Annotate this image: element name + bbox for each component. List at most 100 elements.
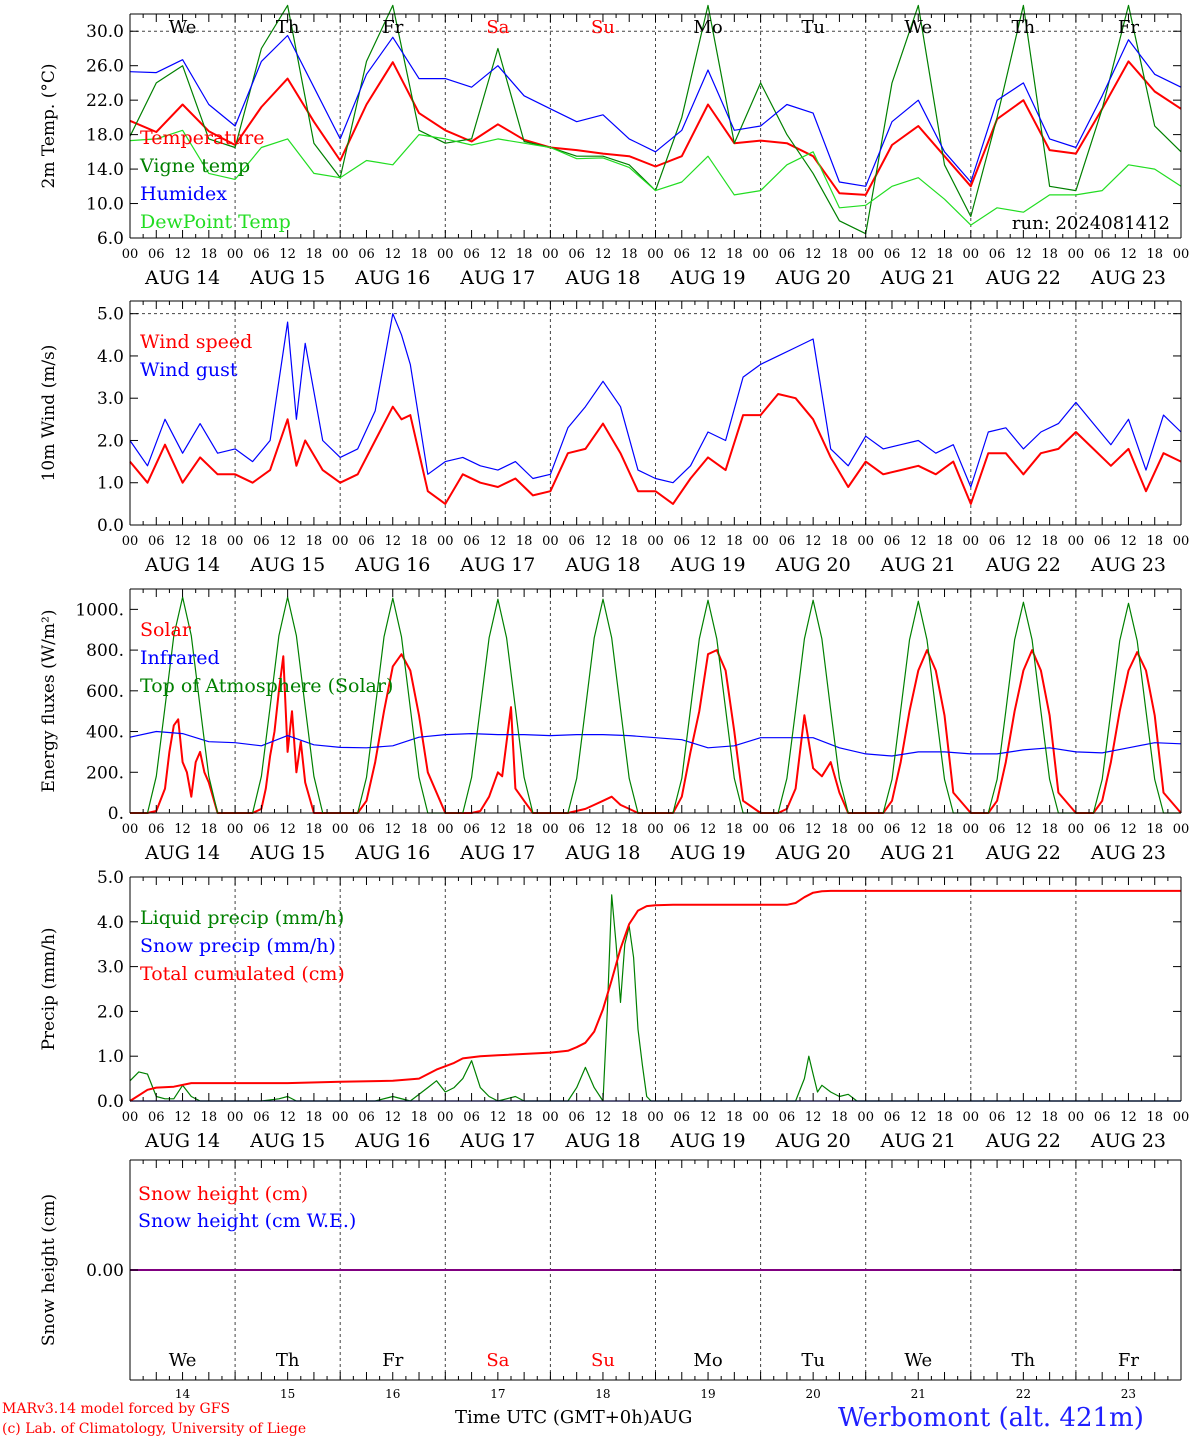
legend-entry: Wind speed: [140, 331, 252, 353]
weekday-label: Sa: [486, 17, 509, 38]
legend-entry: Snow height (cm): [138, 1183, 308, 1205]
hour-tick-label: 18: [516, 247, 533, 262]
panel-5: 0.00 Snow height (cm) Snow height (cm) Snow…: [39, 1159, 1182, 1401]
hour-tick-label: 06: [779, 534, 796, 549]
hour-tick-label: 00: [227, 1110, 244, 1125]
hour-tick-label: 06: [674, 1110, 691, 1125]
hour-tick-label: 12: [279, 247, 296, 262]
hour-tick-label: 18: [201, 822, 218, 837]
hour-tick-label: 00: [122, 1110, 139, 1125]
hour-tick-label: 06: [568, 247, 585, 262]
series-line: [129, 129, 1182, 226]
hour-tick-label: 12: [595, 822, 612, 837]
day-number-label: 16: [385, 1387, 400, 1401]
hour-tick-label: 00: [963, 534, 980, 549]
hour-tick-label: 12: [1015, 247, 1032, 262]
weekday-label: Mo: [693, 17, 722, 38]
day-label: AUG 20: [775, 1130, 851, 1152]
hour-tick-label: 06: [884, 247, 901, 262]
day-label: AUG 18: [564, 554, 640, 576]
hour-tick-label: 12: [279, 822, 296, 837]
hour-tick-label: 00: [647, 1110, 664, 1125]
panel-2: 0.0 1.0 2.0 3.0 4.0 5.0 10m Wind (m/s) Wind spe…: [39, 300, 1189, 576]
legend-entry: Snow height (cm W.E.): [138, 1210, 356, 1232]
hour-tick-label: 18: [726, 247, 743, 262]
hour-tick-label: 12: [805, 822, 822, 837]
hour-tick-label: 00: [332, 247, 349, 262]
hour-tick-label: 06: [358, 822, 375, 837]
day-label: AUG 17: [459, 554, 535, 576]
hour-tick-label: 18: [201, 534, 218, 549]
y-axis-label: Precip (mm/h): [39, 927, 59, 1050]
hour-tick-label: 06: [674, 247, 691, 262]
hour-tick-label: 00: [227, 247, 244, 262]
hour-tick-label: 18: [936, 247, 953, 262]
hour-tick-label: 06: [253, 247, 270, 262]
y-tick-label: 800.: [86, 641, 124, 661]
hour-tick-label: 00: [1068, 247, 1085, 262]
hour-tick-label: 18: [1041, 822, 1058, 837]
day-label: AUG 15: [249, 842, 325, 864]
run-annotation: run: 2024081412: [1012, 213, 1170, 234]
hour-tick-label: 12: [174, 1110, 191, 1125]
hour-tick-label: 18: [1146, 822, 1163, 837]
hour-tick-label: 12: [805, 247, 822, 262]
hour-tick-label: 06: [1094, 822, 1111, 837]
y-tick-label: 1.0: [97, 474, 124, 494]
y-tick-label: 3.0: [97, 958, 124, 978]
hour-tick-label: 18: [726, 822, 743, 837]
hour-tick-label: 12: [805, 534, 822, 549]
day-number-label: 19: [700, 1387, 715, 1401]
hour-tick-label: 06: [674, 822, 691, 837]
hour-tick-label: 18: [411, 1110, 428, 1125]
series-line: [129, 34, 1182, 187]
day-label: AUG 16: [354, 267, 430, 289]
hour-tick-label: 00: [857, 822, 874, 837]
hour-tick-label: 12: [384, 822, 401, 837]
hour-tick-label: 12: [595, 534, 612, 549]
weekday-label: We: [904, 1350, 932, 1371]
hour-tick-label: 00: [332, 1110, 349, 1125]
hour-tick-label: 06: [358, 247, 375, 262]
hour-tick-label: 18: [621, 1110, 638, 1125]
day-label: AUG 19: [669, 1130, 745, 1152]
hour-tick-label: 00: [963, 247, 980, 262]
hour-tick-label: 00: [227, 534, 244, 549]
hour-tick-label: 06: [884, 1110, 901, 1125]
hour-tick-label: 12: [805, 1110, 822, 1125]
day-label: AUG 14: [144, 267, 220, 289]
series-line: [129, 730, 1182, 757]
day-label: AUG 19: [669, 267, 745, 289]
day-label: AUG 17: [459, 1130, 535, 1152]
hour-tick-label: 12: [700, 534, 717, 549]
day-label: AUG 16: [354, 1130, 430, 1152]
hour-tick-label: 06: [1094, 534, 1111, 549]
hour-tick-label: 18: [306, 1110, 323, 1125]
lab-credit: (c) Lab. of Climatology, University of L…: [2, 1421, 307, 1437]
hour-tick-label: 00: [122, 534, 139, 549]
hour-tick-label: 12: [595, 247, 612, 262]
hour-tick-label: 00: [752, 1110, 769, 1125]
hour-tick-label: 12: [1015, 822, 1032, 837]
y-tick-label: 10.0: [86, 195, 124, 215]
day-label: AUG 14: [144, 842, 220, 864]
hour-tick-label: 18: [936, 534, 953, 549]
day-label: AUG 21: [880, 842, 956, 864]
series-line: [129, 393, 1182, 505]
hour-tick-label: 06: [358, 534, 375, 549]
hour-tick-label: 18: [306, 822, 323, 837]
hour-tick-label: 00: [752, 247, 769, 262]
hour-tick-label: 18: [936, 822, 953, 837]
y-tick-label: 30.0: [86, 22, 124, 42]
legend-entry: Wind gust: [140, 359, 238, 381]
hour-tick-label: 12: [1015, 534, 1032, 549]
day-label: AUG 22: [985, 554, 1061, 576]
day-label: AUG 22: [985, 1130, 1061, 1152]
hour-tick-label: 00: [1068, 534, 1085, 549]
hour-tick-label: 18: [201, 1110, 218, 1125]
y-tick-label: 600.: [86, 682, 124, 702]
day-label: AUG 18: [564, 1130, 640, 1152]
hour-tick-label: 00: [1068, 1110, 1085, 1125]
legend-entry: Liquid precip (mm/h): [140, 907, 344, 929]
hour-tick-label: 06: [463, 1110, 480, 1125]
